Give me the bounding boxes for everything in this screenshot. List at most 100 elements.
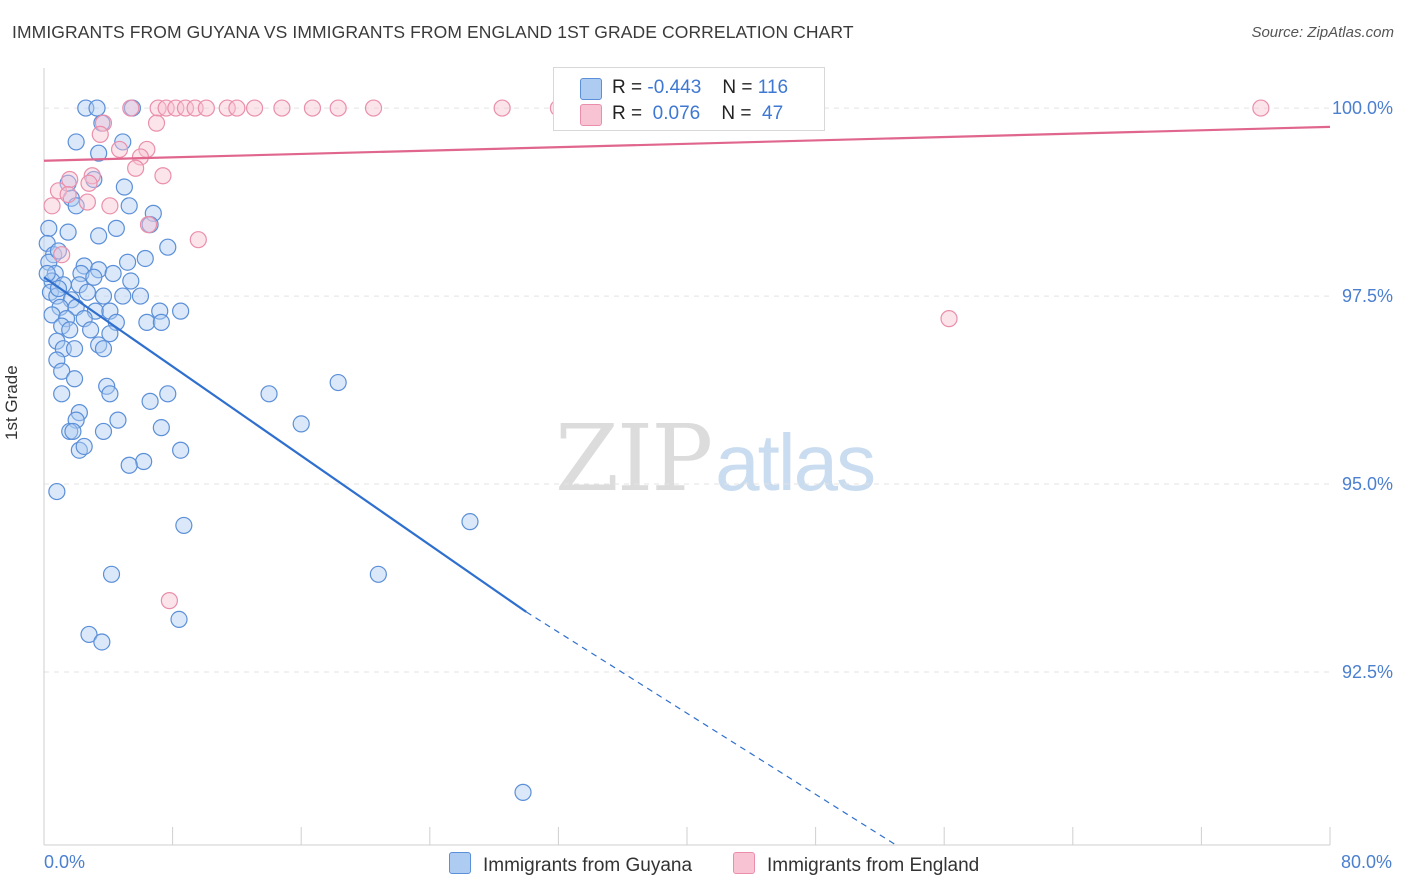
- data-point-guyana: [260, 385, 278, 403]
- data-point-guyana: [118, 253, 137, 271]
- data-point-england: [228, 99, 246, 117]
- chart-title: IMMIGRANTS FROM GUYANA VS IMMIGRANTS FRO…: [12, 22, 854, 42]
- data-point-guyana: [292, 415, 310, 433]
- data-point-england: [127, 159, 145, 177]
- data-point-england: [110, 140, 129, 159]
- data-point-guyana: [138, 313, 156, 331]
- data-point-england: [364, 99, 383, 117]
- data-point-england: [43, 197, 61, 215]
- data-point-guyana: [101, 325, 119, 343]
- y-tick-label: 92.5%: [1342, 662, 1393, 682]
- data-point-england: [61, 170, 79, 189]
- data-point-england: [157, 99, 175, 117]
- chart-source: Source: ZipAtlas.com: [1251, 24, 1394, 41]
- x-tick-label-max: 80.0%: [1340, 852, 1392, 872]
- data-point-guyana: [94, 340, 113, 358]
- data-point-england: [940, 310, 958, 328]
- data-point-guyana: [170, 610, 188, 629]
- data-point-england: [189, 231, 207, 249]
- data-point-guyana: [109, 411, 127, 429]
- data-point-guyana: [141, 392, 159, 410]
- data-point-england: [122, 99, 140, 117]
- data-point-guyana: [107, 219, 125, 237]
- data-point-guyana: [159, 238, 177, 256]
- legend-n-value-england: 47: [762, 103, 784, 124]
- data-point-guyana: [48, 482, 66, 501]
- data-point-guyana: [94, 287, 113, 305]
- data-point-guyana: [136, 249, 154, 268]
- data-point-england: [78, 193, 97, 211]
- data-point-england: [147, 114, 166, 132]
- data-point-guyana: [90, 144, 108, 162]
- data-point-guyana: [40, 219, 58, 237]
- legend-item-england: Immigrants from England: [733, 852, 979, 877]
- data-point-guyana: [115, 178, 133, 196]
- legend-swatch-england: [733, 852, 755, 874]
- data-point-guyana: [53, 385, 71, 403]
- watermark-zip: ZIP: [555, 405, 713, 512]
- watermark-atlas: atlas: [715, 418, 876, 507]
- data-point-guyana: [135, 452, 153, 471]
- data-point-guyana: [85, 268, 103, 286]
- data-point-guyana: [101, 385, 119, 403]
- data-point-guyana: [144, 204, 162, 222]
- y-tick-label: 95.0%: [1342, 474, 1393, 494]
- legend-swatch-england: [580, 104, 602, 126]
- data-point-england: [49, 182, 68, 200]
- data-point-guyana: [64, 422, 82, 441]
- data-point-guyana: [48, 351, 66, 369]
- legend-r-label: R =: [612, 103, 643, 124]
- data-point-england: [197, 99, 215, 117]
- trend-line-england: [43, 125, 1331, 162]
- data-point-guyana: [75, 437, 93, 456]
- data-point-england: [59, 185, 77, 204]
- correlation-legend: R = -0.443 N = 116 R = 0.076 N = 47: [553, 67, 825, 131]
- trend-line-guyana: [43, 276, 527, 613]
- data-point-england: [139, 216, 158, 234]
- legend-swatch-guyana: [580, 78, 602, 100]
- data-point-guyana: [80, 625, 98, 644]
- y-axis-label: 1st Grade: [2, 365, 21, 440]
- y-tick-label: 97.5%: [1342, 286, 1393, 306]
- data-point-guyana: [82, 321, 100, 339]
- data-point-england: [80, 174, 98, 192]
- data-point-england: [91, 125, 109, 143]
- data-point-guyana: [172, 441, 190, 459]
- data-point-england: [176, 99, 195, 117]
- legend-label-guyana: Immigrants from Guyana: [483, 855, 693, 876]
- data-point-guyana: [152, 419, 170, 437]
- data-point-guyana: [120, 197, 138, 215]
- data-point-guyana: [514, 783, 532, 801]
- legend-r-label: R =: [612, 77, 643, 98]
- data-point-england: [167, 99, 185, 117]
- data-point-guyana: [61, 321, 79, 339]
- legend-n-label: N =: [722, 77, 753, 98]
- data-point-england: [329, 99, 347, 117]
- data-point-guyana: [65, 340, 84, 358]
- data-point-england: [101, 197, 119, 215]
- data-point-england: [273, 99, 291, 117]
- data-point-guyana: [94, 422, 113, 441]
- data-point-england: [218, 99, 236, 117]
- data-point-england: [154, 167, 172, 185]
- legend-n-value-guyana: 116: [757, 77, 789, 98]
- data-point-guyana: [175, 516, 193, 535]
- data-point-guyana: [159, 385, 177, 403]
- data-point-guyana: [102, 565, 121, 583]
- data-point-england: [160, 592, 178, 610]
- data-point-guyana: [88, 99, 106, 117]
- data-point-guyana: [131, 287, 150, 305]
- data-point-guyana: [65, 370, 84, 388]
- watermark: ZIPatlas: [555, 405, 876, 512]
- data-point-guyana: [329, 373, 347, 392]
- data-point-guyana: [152, 313, 170, 331]
- data-point-guyana: [461, 513, 479, 531]
- data-point-guyana: [53, 362, 71, 380]
- data-point-guyana: [114, 287, 132, 305]
- data-point-england: [53, 246, 71, 264]
- data-point-england: [303, 99, 322, 117]
- trend-line-extension-guyana: [525, 611, 897, 846]
- data-point-guyana: [104, 264, 122, 283]
- y-tick-label: 100.0%: [1332, 98, 1393, 118]
- legend-item-guyana: Immigrants from Guyana: [449, 852, 692, 877]
